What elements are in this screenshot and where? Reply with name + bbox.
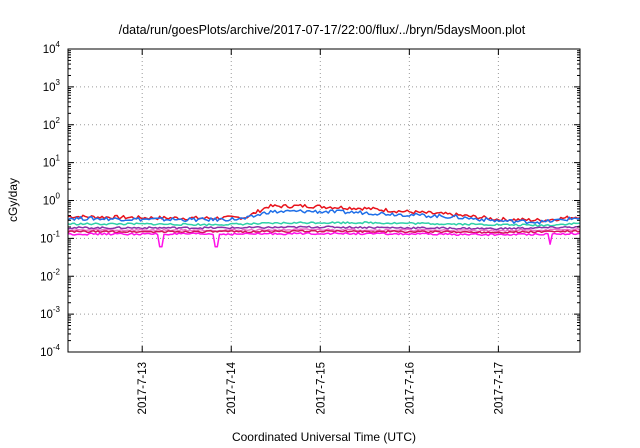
y-tick-label: 104: [43, 40, 61, 56]
series-line: [67, 228, 581, 233]
x-tick-label: 2017-7-14: [226, 361, 238, 414]
axis-ticks: [68, 48, 580, 353]
x-tick-label: 2017-7-17: [493, 362, 505, 414]
x-tick-labels: 2017-7-13 2017-7-14 2017-7-15 2017-7-16 2017…: [137, 361, 505, 414]
y-tick-label: 10-1: [40, 229, 60, 245]
y-tick-label: 100: [43, 192, 61, 208]
y-tick-label: 102: [43, 116, 61, 132]
y-tick-label: 10-2: [40, 267, 60, 283]
x-tick-label: 2017-7-16: [404, 362, 416, 414]
chart-title: /data/run/goesPlots/archive/2017-07-17/2…: [119, 23, 526, 37]
y-tick-labels: 10-4 10-3 10-2 10-1 100 101 102 103 104: [40, 40, 60, 359]
x-axis-label: Coordinated Universal Time (UTC): [232, 430, 416, 444]
x-tick-label: 2017-7-15: [315, 362, 327, 414]
y-tick-label: 10-3: [40, 305, 60, 321]
series-line: [67, 229, 581, 234]
x-tick-label: 2017-7-13: [137, 362, 149, 414]
y-axis-label: cGy/day: [6, 178, 20, 222]
grid: [68, 49, 580, 352]
series-line: [67, 225, 581, 231]
series-line: [67, 209, 581, 225]
series-line: [67, 221, 581, 227]
series-group: [67, 203, 581, 248]
series-line: [67, 231, 581, 248]
y-tick-label: 103: [43, 78, 61, 94]
y-tick-label: 101: [43, 154, 61, 170]
y-tick-label: 10-4: [40, 343, 60, 359]
